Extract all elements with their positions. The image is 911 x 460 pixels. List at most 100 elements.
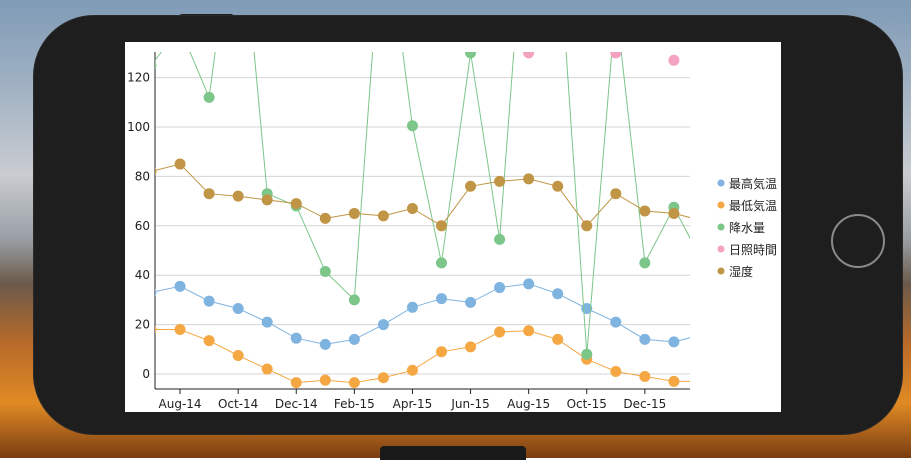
data-point [668,54,680,66]
data-point [261,316,273,328]
legend-marker [717,201,725,209]
data-point [494,282,506,294]
data-point [203,295,215,307]
data-point [406,301,418,313]
legend-marker [717,245,725,253]
data-point [465,341,477,353]
x-tick-label: Oct-15 [567,397,607,411]
data-point [155,167,157,176]
data-point [406,203,418,215]
data-point [523,325,535,337]
data-point [174,158,186,170]
data-point [610,188,622,200]
data-point [697,376,708,387]
legend-label: 湿度 [729,264,753,279]
x-tick-label: Feb-15 [334,397,375,411]
data-point [155,288,157,297]
y-tick-label: 20 [135,318,150,332]
data-point [494,175,506,187]
y-axis: 0 20 40 60 80 100 120 [127,52,156,389]
data-point [261,194,273,206]
data-point [697,257,708,268]
data-point [319,212,331,224]
data-point [155,325,157,334]
series-line [155,283,690,345]
data-point [348,207,360,219]
x-tick-label: Apr-15 [393,397,433,411]
legend-label: 日照時間 [729,243,777,257]
gridlines [155,77,690,375]
data-point [174,280,186,292]
data-point [232,349,244,361]
series-最高気温 [155,278,708,350]
y-tick-label: 120 [127,71,150,85]
data-point [436,293,447,305]
y-tick-label: 60 [135,219,150,233]
data-point [261,363,273,375]
x-tick-label: Oct-14 [218,397,258,411]
data-point [436,220,447,232]
data-point [319,265,331,277]
data-point [203,335,215,347]
data-point [465,180,477,192]
data-point [377,210,389,222]
data-point [155,61,157,70]
series-湿度 [155,158,708,232]
data-point [639,333,651,345]
data-point [174,324,186,336]
data-point [348,333,360,345]
legend-label: 降水量 [729,221,765,235]
data-point [465,52,477,59]
data-point [232,303,244,315]
data-point [290,332,302,344]
y-tick-label: 0 [142,367,150,381]
simulator-label [380,446,526,460]
data-point [581,220,593,232]
data-point [639,370,651,382]
data-point [436,346,447,358]
x-tick-label: Dec-14 [275,397,318,411]
data-point [668,336,680,348]
data-point [523,278,535,290]
data-point [610,52,622,59]
chart: 0 20 40 60 80 100 120 Aug-14 Oct-14 Dec-14 Feb-15… [127,52,777,411]
data-point [406,120,418,132]
x-tick-label: Dec-15 [623,397,666,411]
data-point [377,372,389,384]
data-point [610,366,622,378]
data-point [697,215,708,226]
data-point [581,348,593,360]
data-point [552,180,564,192]
data-point [377,319,389,331]
data-point [319,374,331,386]
data-point [523,173,535,185]
home-button[interactable] [831,214,885,268]
series-最低気温 [155,324,708,389]
data-point [494,326,506,338]
data-point [668,207,680,219]
data-point [203,188,215,200]
series-日照時間 [523,52,680,66]
y-tick-label: 40 [135,268,150,282]
series-line [155,52,690,355]
legend-marker [717,267,725,275]
data-point [523,52,535,59]
data-point [348,294,360,306]
data-point [436,257,447,269]
data-point [668,375,680,387]
data-point [348,377,360,389]
data-point [465,296,477,308]
data-point [232,190,244,202]
y-tick-label: 80 [135,169,150,183]
x-tick-label: Aug-14 [159,397,202,411]
x-tick-label: Aug-15 [507,397,550,411]
legend-label: 最低気温 [729,198,777,213]
series-降水量 [155,52,708,360]
data-point [639,257,651,269]
data-point [697,329,708,340]
data-point [290,198,302,210]
x-axis: Aug-14 Oct-14 Dec-14 Feb-15 Apr-15 Jun-15 Aug-… [155,388,690,411]
data-point [406,364,418,376]
y-tick-label: 100 [127,120,150,134]
